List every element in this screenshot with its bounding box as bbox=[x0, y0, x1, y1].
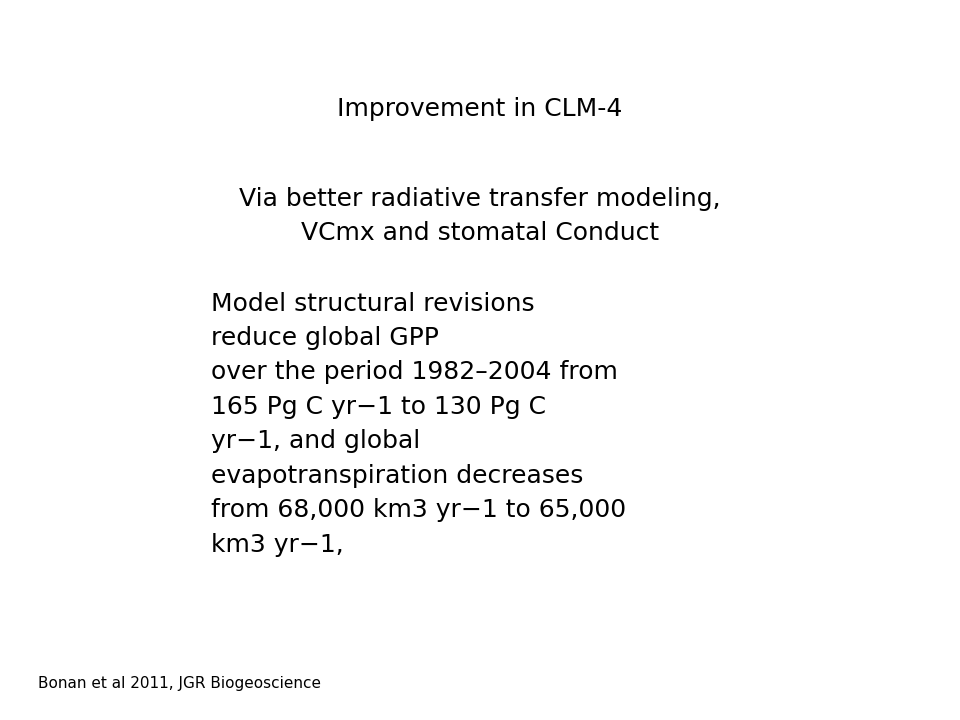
Text: Bonan et al 2011, JGR Biogeoscience: Bonan et al 2011, JGR Biogeoscience bbox=[38, 676, 322, 691]
Text: Model structural revisions
reduce global GPP
over the period 1982–2004 from
165 : Model structural revisions reduce global… bbox=[211, 292, 626, 557]
Text: Improvement in CLM-4: Improvement in CLM-4 bbox=[337, 97, 623, 121]
Text: Via better radiative transfer modeling,
VCmx and stomatal Conduct: Via better radiative transfer modeling, … bbox=[239, 187, 721, 245]
